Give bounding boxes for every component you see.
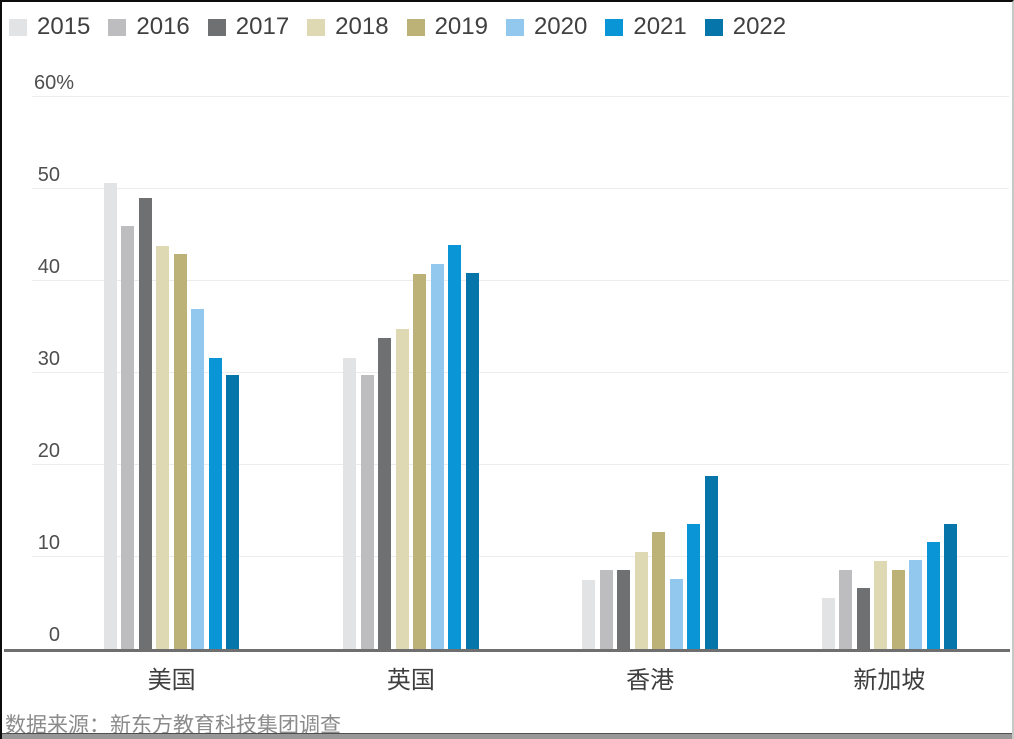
x-axis-label-新加坡: 新加坡 xyxy=(853,667,926,694)
legend-swatch-icon xyxy=(605,18,624,36)
y-axis-tick-label: 50 xyxy=(37,164,60,186)
x-axis-label-美国: 美国 xyxy=(147,667,196,694)
bar-美国-2017 xyxy=(138,198,152,649)
bar-group-美国 xyxy=(52,97,291,649)
y-axis-tick-label: 0 xyxy=(48,624,60,646)
legend-label: 2015 xyxy=(37,13,91,40)
bar-英国-2016 xyxy=(360,374,374,649)
legend-swatch-icon xyxy=(505,18,524,36)
legend-swatch-icon xyxy=(406,18,425,36)
bar-美国-2016 xyxy=(121,225,135,649)
legend-item-2022: 2022 xyxy=(704,13,787,40)
bar-英国-2015 xyxy=(343,358,357,649)
bar-英国-2018 xyxy=(395,328,409,649)
bar-新加坡-2018 xyxy=(874,560,888,649)
bar-新加坡-2017 xyxy=(856,588,870,649)
bar-英国-2020 xyxy=(430,263,444,649)
legend-item-2015: 2015 xyxy=(9,15,90,39)
legend-item-2017: 2017 xyxy=(207,13,290,40)
bar-美国-2022 xyxy=(226,374,240,649)
legend-swatch-icon xyxy=(9,18,27,36)
gridline-10 xyxy=(32,556,1009,557)
legend-label: 2016 xyxy=(136,13,190,40)
bar-groups xyxy=(32,97,1009,649)
bar-香港-2017 xyxy=(617,569,631,649)
x-axis-line xyxy=(4,649,1010,652)
bar-英国-2019 xyxy=(413,273,427,649)
legend-swatch-icon xyxy=(207,18,226,36)
legend-label: 2022 xyxy=(732,13,787,40)
bar-香港-2021 xyxy=(687,523,701,649)
legend-label: 2018 xyxy=(335,13,389,40)
bar-新加坡-2016 xyxy=(839,569,853,649)
x-axis-label-英国: 英国 xyxy=(386,667,435,694)
legend-item-2020: 2020 xyxy=(505,13,588,40)
plot-area: 60% 50 40 30 20 10 0 xyxy=(32,72,1009,649)
legend-item-2019: 2019 xyxy=(406,13,488,40)
bar-英国-2021 xyxy=(448,245,462,649)
bar-新加坡-2022 xyxy=(944,523,958,649)
bar-新加坡-2021 xyxy=(926,542,940,649)
legend-label: 2020 xyxy=(533,13,588,40)
y-axis-tick-label: 10 xyxy=(37,532,60,554)
legend-label: 2021 xyxy=(633,13,687,40)
y-axis-tick-label: 30 xyxy=(37,348,60,370)
bar-英国-2022 xyxy=(465,272,479,649)
bar-group-新加坡 xyxy=(770,97,1009,649)
bar-美国-2018 xyxy=(156,246,170,649)
legend-item-2018: 2018 xyxy=(307,13,389,40)
bar-美国-2021 xyxy=(208,358,222,649)
legend-swatch-icon xyxy=(307,18,326,36)
bar-香港-2019 xyxy=(652,532,666,649)
y-axis-tick-label: 60% xyxy=(34,72,75,94)
bar-美国-2019 xyxy=(173,254,187,649)
gridline-60 xyxy=(32,96,1009,97)
gridline-20 xyxy=(32,464,1009,465)
x-axis-label-香港: 香港 xyxy=(626,667,675,694)
legend-swatch-icon xyxy=(108,18,127,36)
x-axis-labels: 美国 英国 香港 新加坡 xyxy=(32,660,1009,695)
gridline-30 xyxy=(32,372,1009,373)
bar-香港-2022 xyxy=(704,476,718,649)
legend-label: 2017 xyxy=(235,13,290,40)
gridline-50 xyxy=(32,188,1009,189)
bar-香港-2015 xyxy=(582,580,596,649)
bar-香港-2016 xyxy=(599,569,613,649)
bar-英国-2017 xyxy=(378,338,392,649)
y-axis-tick-label: 40 xyxy=(37,256,60,278)
legend-item-2016: 2016 xyxy=(108,13,190,40)
bar-香港-2020 xyxy=(669,579,683,649)
bar-美国-2020 xyxy=(191,308,205,649)
legend-swatch-icon xyxy=(704,18,723,36)
bar-新加坡-2015 xyxy=(821,598,835,649)
legend-label: 2019 xyxy=(434,13,488,40)
chart-legend: 2015 2016 2017 2018 2019 2020 2021 2022 xyxy=(9,15,786,39)
source-note: 数据来源：新东方教育科技集团调查 xyxy=(5,714,341,737)
y-axis-tick-label: 20 xyxy=(37,440,60,462)
bar-新加坡-2020 xyxy=(909,559,923,649)
bar-新加坡-2019 xyxy=(891,569,905,649)
bar-group-英国 xyxy=(291,97,530,649)
gridline-40 xyxy=(32,280,1009,281)
bar-美国-2015 xyxy=(103,182,117,649)
bar-香港-2018 xyxy=(634,552,648,649)
bar-group-香港 xyxy=(531,97,770,649)
window-bottom-edge xyxy=(2,733,1012,739)
legend-item-2021: 2021 xyxy=(605,13,687,40)
